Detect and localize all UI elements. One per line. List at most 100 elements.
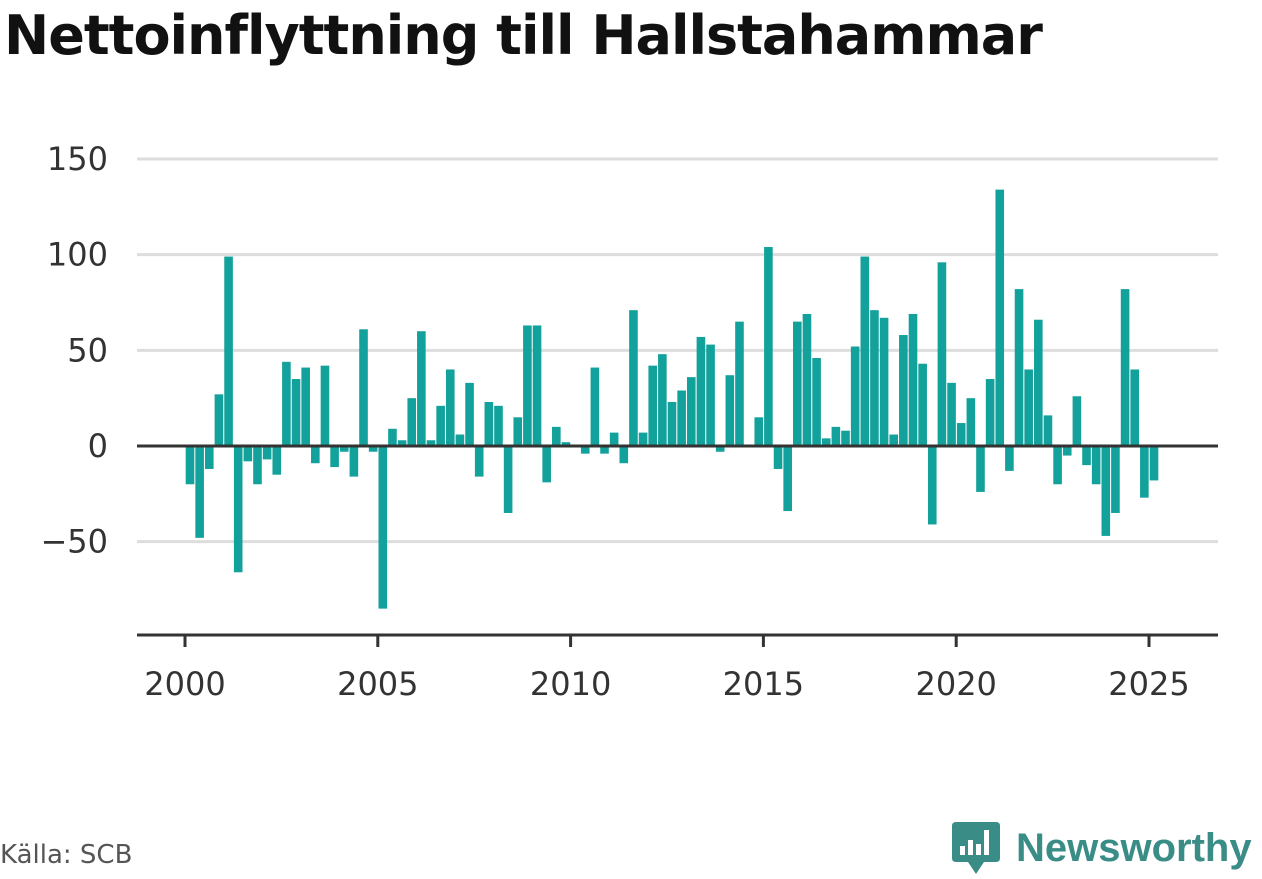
bar xyxy=(966,398,976,446)
y-tick-label: −50 xyxy=(40,523,108,561)
bar xyxy=(1062,446,1072,456)
bar xyxy=(1082,446,1091,466)
bar xyxy=(445,369,455,446)
bar xyxy=(1024,369,1033,446)
bar xyxy=(812,357,821,446)
bar xyxy=(590,367,600,446)
bar xyxy=(224,256,233,446)
bar xyxy=(1014,289,1024,446)
bar xyxy=(879,317,889,446)
bar xyxy=(552,426,561,446)
bar xyxy=(368,446,378,452)
newsworthy-logo-icon xyxy=(952,822,1000,874)
bar xyxy=(253,446,262,485)
bar xyxy=(214,394,224,446)
x-axis-ticks: 2000 2005 2010 2015 2020 2025 xyxy=(144,635,1190,703)
bar xyxy=(301,367,310,446)
bar xyxy=(532,325,542,446)
bar xyxy=(243,446,253,462)
x-tick-label: 2020 xyxy=(915,665,996,703)
bar xyxy=(850,346,860,446)
bar xyxy=(542,446,551,483)
bar xyxy=(619,446,629,464)
bar xyxy=(841,430,850,446)
gridlines xyxy=(137,157,1218,544)
bar xyxy=(195,446,204,538)
y-axis-ticks: 150 100 50 0 −50 xyxy=(40,140,108,561)
brand-name: Newsworthy xyxy=(1016,825,1252,870)
bar xyxy=(339,446,349,452)
bar xyxy=(407,398,417,446)
bar xyxy=(388,428,397,446)
bar xyxy=(1072,396,1082,446)
bar xyxy=(1005,446,1014,471)
bar xyxy=(947,382,956,446)
source-label: Källa: SCB xyxy=(0,840,133,870)
bar xyxy=(899,335,908,446)
x-tick-label: 2015 xyxy=(723,665,804,703)
bar xyxy=(860,256,870,446)
bar xyxy=(311,446,320,464)
bar xyxy=(1034,319,1043,446)
bar xyxy=(918,363,927,446)
x-tick-label: 2010 xyxy=(530,665,611,703)
bar xyxy=(821,438,831,446)
bar xyxy=(658,354,667,446)
bar xyxy=(1140,446,1149,498)
bar xyxy=(715,446,725,452)
bar xyxy=(349,446,359,477)
bar xyxy=(484,401,494,446)
bar xyxy=(1111,446,1120,513)
bar xyxy=(204,446,214,469)
bar xyxy=(956,423,966,446)
bar xyxy=(793,321,802,446)
bar xyxy=(908,313,918,446)
bar xyxy=(1101,446,1111,536)
bar xyxy=(600,446,609,454)
bar xyxy=(1149,446,1159,481)
bar xyxy=(523,325,532,446)
x-tick-label: 2025 xyxy=(1108,665,1189,703)
bar xyxy=(330,446,339,468)
bar xyxy=(397,440,407,446)
bar xyxy=(580,446,590,454)
bar xyxy=(320,365,330,446)
bar xyxy=(995,189,1005,446)
y-tick-label: 0 xyxy=(88,427,108,465)
bar xyxy=(561,442,571,446)
bar xyxy=(1053,446,1062,485)
bar xyxy=(282,361,291,446)
bar xyxy=(1043,415,1053,446)
bar xyxy=(272,446,282,475)
bar xyxy=(638,432,648,446)
bar xyxy=(185,446,195,485)
bar xyxy=(378,446,388,609)
bar xyxy=(937,262,947,446)
bar xyxy=(667,401,677,446)
bar xyxy=(889,434,899,446)
bar xyxy=(513,417,523,446)
bar xyxy=(696,336,706,446)
bar xyxy=(609,432,619,446)
bar xyxy=(503,446,513,513)
bar xyxy=(1120,289,1130,446)
bar xyxy=(831,426,841,446)
bar xyxy=(927,446,937,525)
bar xyxy=(417,331,426,446)
chart-title: Nettoinflyttning till Hallstahammar xyxy=(4,4,1043,67)
y-tick-label: 50 xyxy=(67,331,108,369)
bar xyxy=(436,405,445,446)
x-tick-label: 2000 xyxy=(144,665,225,703)
bar xyxy=(426,440,436,446)
bar xyxy=(465,382,474,446)
bar xyxy=(1130,369,1140,446)
bar xyxy=(474,446,484,477)
bar xyxy=(706,344,715,446)
bar xyxy=(735,321,744,446)
bar xyxy=(764,247,773,446)
bar xyxy=(802,313,812,446)
bar xyxy=(783,446,792,512)
y-tick-label: 100 xyxy=(47,236,108,274)
bar xyxy=(985,379,995,446)
